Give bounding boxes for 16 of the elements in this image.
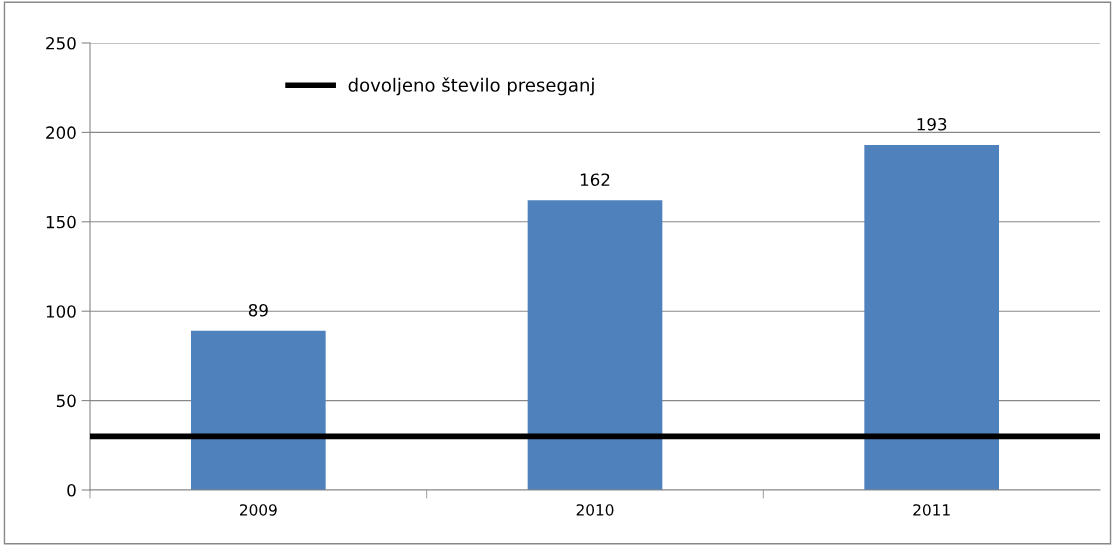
x-tick-label: 2009 <box>240 504 277 516</box>
bar <box>191 330 326 490</box>
y-tick-label: 200 <box>46 126 76 139</box>
y-tick-label: 100 <box>46 305 76 318</box>
x-tick-label: 2010 <box>576 504 614 516</box>
data-label: 193 <box>917 117 947 131</box>
y-tick-label: 250 <box>46 36 76 50</box>
legend-label: dovoljeno število preseganj <box>348 77 594 96</box>
y-tick-label: 0 <box>67 483 76 497</box>
x-tick-label: 2011 <box>913 504 950 516</box>
bar <box>527 200 663 490</box>
bar <box>864 144 999 490</box>
data-label: 89 <box>248 303 268 317</box>
y-tick-label: 50 <box>56 394 76 408</box>
y-tick-label: 150 <box>46 215 76 229</box>
data-label: 162 <box>580 173 610 186</box>
